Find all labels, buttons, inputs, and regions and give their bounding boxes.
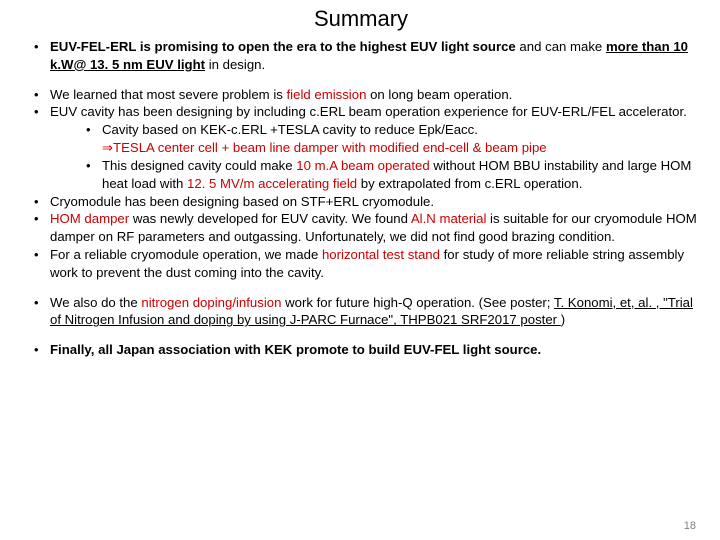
b1-t4: 13. 5 nm EUV light [86,57,205,72]
s2b: 10 m.A beam operated [296,158,429,173]
b3e: ) [561,312,565,327]
b3a: We also do the [50,295,141,310]
b24a: HOM damper [50,211,129,226]
s2d: 12. 5 MV/m accelerating field [187,176,357,191]
bullet-2-1: We learned that most severe problem is f… [34,86,700,104]
block-1: EUV-FEL-ERL is promising to open the era… [22,38,700,74]
bullet-2-5: For a reliable cryomodule operation, we … [34,246,700,282]
sub-1-arrow: ⇒TESLA center cell + beam line damper wi… [50,139,700,157]
b25a: For a reliable cryomodule operation, we … [50,247,322,262]
s1x: ⇒TESLA center cell + beam line damper wi… [102,140,547,155]
bullet-3: We also do the nitrogen doping/infusion … [34,294,700,330]
b1-t2: and can make [516,39,606,54]
b23: Cryomodule has been designing based on S… [50,194,434,209]
b22-a: EUV cavity has been designing by includi… [50,104,687,119]
s2a: This designed cavity could make [102,158,296,173]
s2e: by extrapolated from c.ERL operation. [357,176,582,191]
b4a: Finally, all Japan association with KEK … [50,342,541,357]
block-2: We learned that most severe problem is f… [22,86,700,282]
slide-title: Summary [22,6,700,32]
b3c: work for future high-Q operation. (See p… [281,295,553,310]
b21-c: on long beam operation. [366,87,512,102]
b24b: was newly developed for EUV cavity. We f… [129,211,411,226]
b1-t1: EUV-FEL-ERL is promising to open the era… [50,39,516,54]
b21-b: field emission [287,87,367,102]
bullet-4: Finally, all Japan association with KEK … [34,341,700,359]
s1-a: Cavity based on KEK-c.ERL +TESLA cavity … [102,122,478,137]
sub-1: Cavity based on KEK-c.ERL +TESLA cavity … [86,121,700,139]
b21-a: We learned that most severe problem is [50,87,287,102]
b24c: Al.N material [411,211,486,226]
bullet-2-3: Cryomodule has been designing based on S… [34,193,700,211]
page-number: 18 [684,520,696,532]
b1-t5: in design. [205,57,265,72]
sub-2: This designed cavity could make 10 m.A b… [86,157,700,193]
block-3: We also do the nitrogen doping/infusion … [22,294,700,330]
bullet-1: EUV-FEL-ERL is promising to open the era… [34,38,700,74]
b3b: nitrogen doping/infusion [141,295,281,310]
bullet-2-2: EUV cavity has been designing by includi… [34,103,700,192]
b25b: horizontal test stand [322,247,440,262]
bullet-2-4: HOM damper was newly developed for EUV c… [34,210,700,246]
block-4: Finally, all Japan association with KEK … [22,341,700,359]
